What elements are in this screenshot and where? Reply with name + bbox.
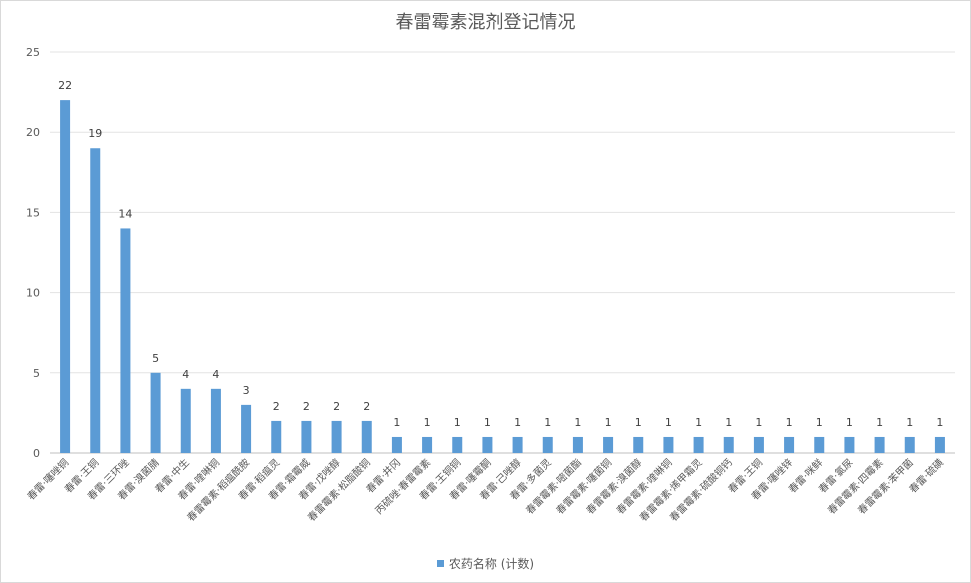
data-label: 1 [876,416,883,429]
x-axis: 春雷·噻唑铜春雷·王铜春雷·三环唑春雷·溴菌腈春雷·中生春雷·喹啉铜春雷霉素·稻… [24,456,946,524]
bar [90,148,101,454]
bar [542,436,553,453]
y-tick-label: 0 [33,447,40,460]
bar [904,436,915,453]
data-label: 22 [58,79,72,92]
data-label: 2 [363,400,370,413]
bar [60,100,71,454]
data-label: 1 [514,416,521,429]
data-label: 2 [333,400,340,413]
data-label: 1 [725,416,732,429]
data-label: 1 [906,416,913,429]
y-axis: 0 5 10 15 20 25 [26,46,40,460]
y-tick-label: 15 [26,206,40,219]
data-label: 3 [243,384,250,397]
data-label: 2 [303,400,310,413]
bar [391,436,402,453]
bar [150,372,161,453]
gridlines [50,51,955,454]
bar [120,228,131,453]
data-label: 1 [544,416,551,429]
data-label: 1 [393,416,400,429]
data-label: 1 [755,416,762,429]
chart-title: 春雷霉素混剂登记情况 [395,12,576,33]
data-label: 1 [454,416,461,429]
bar [753,436,764,453]
bar [210,388,221,453]
data-label: 1 [846,416,853,429]
bar [572,436,583,453]
data-label: 1 [936,416,943,429]
data-label: 19 [88,127,102,140]
data-label: 1 [484,416,491,429]
y-tick-label: 25 [26,46,40,59]
bar [361,420,372,453]
x-tick-label: 春雷·噻唑铜 [24,456,71,503]
bar [844,436,855,453]
bar [603,436,614,453]
bar [331,420,342,453]
bar [512,436,523,453]
data-label: 1 [816,416,823,429]
data-label: 5 [152,352,159,365]
bar [241,404,252,453]
bar [723,436,734,453]
legend-label: 农药名称 (计数) [448,557,535,571]
data-label: 4 [212,368,219,381]
data-label: 1 [424,416,431,429]
y-tick-label: 10 [26,287,40,300]
bars [60,100,945,454]
bar [301,420,312,453]
bar [422,436,433,453]
data-label: 1 [665,416,672,429]
y-tick-label: 20 [26,126,40,139]
bar [934,436,945,453]
bar [814,436,825,453]
data-label: 1 [574,416,581,429]
bar [482,436,493,453]
data-label: 1 [635,416,642,429]
data-label: 2 [273,400,280,413]
bar [663,436,674,453]
bar [633,436,644,453]
bar [180,388,191,453]
bar [693,436,704,453]
data-label: 14 [118,207,132,220]
data-label: 1 [695,416,702,429]
legend-swatch [436,560,444,567]
bar [874,436,885,453]
bar [271,420,282,453]
bar [452,436,463,453]
legend: 农药名称 (计数) [0,555,971,572]
y-tick-label: 5 [33,367,40,380]
data-label: 1 [605,416,612,429]
data-label: 4 [182,368,189,381]
data-label: 1 [786,416,793,429]
bar [784,436,795,453]
